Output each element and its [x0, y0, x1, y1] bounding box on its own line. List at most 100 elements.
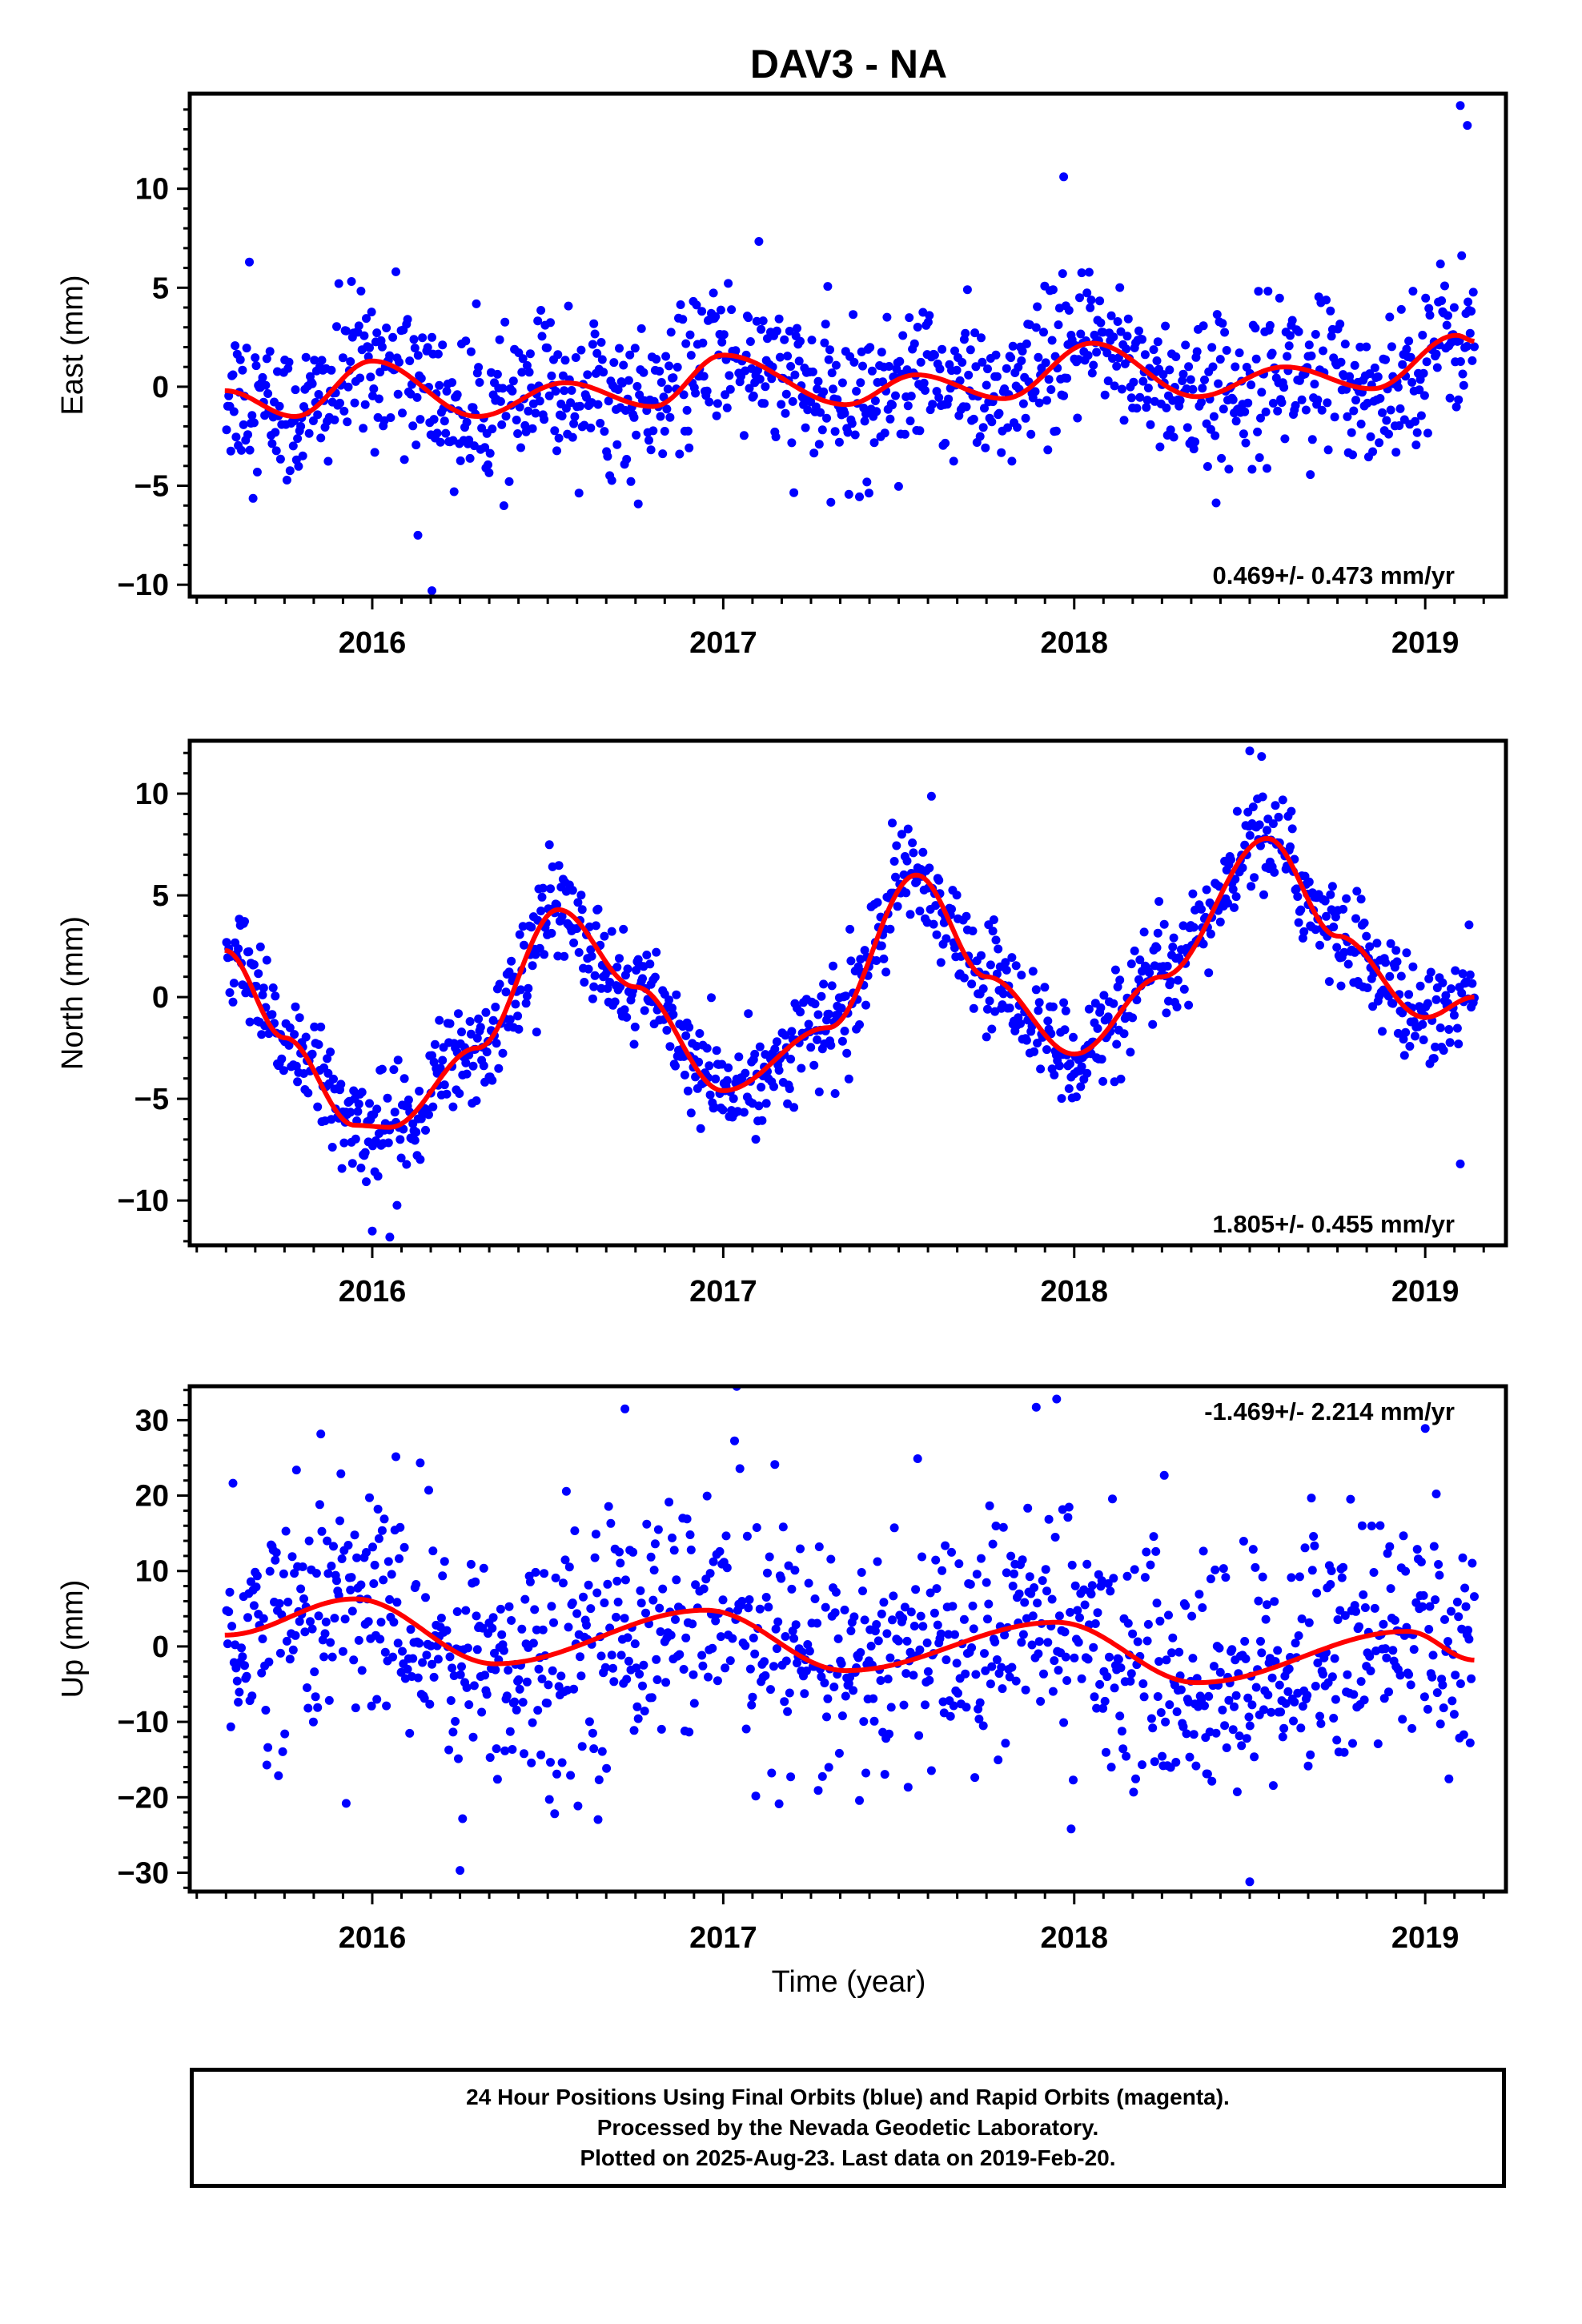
data-point — [1351, 396, 1360, 405]
data-point — [620, 1005, 629, 1015]
data-point — [1421, 293, 1431, 303]
data-point — [1315, 1711, 1324, 1721]
data-point — [841, 1691, 850, 1701]
data-point — [1162, 1008, 1171, 1018]
data-point — [557, 911, 567, 921]
data-point — [814, 1542, 824, 1551]
data-point — [1254, 1596, 1263, 1606]
data-point — [612, 1576, 622, 1586]
data-point — [944, 394, 954, 404]
data-point — [1158, 1751, 1167, 1761]
data-point — [259, 983, 268, 993]
data-point — [620, 1404, 630, 1413]
data-point — [750, 1649, 760, 1659]
data-point — [819, 387, 829, 396]
data-point — [948, 1602, 958, 1611]
data-point — [339, 1138, 349, 1148]
data-point — [1126, 393, 1136, 403]
data-point — [722, 403, 732, 412]
data-point — [351, 1134, 360, 1144]
data-point — [1207, 1776, 1217, 1786]
data-point — [1462, 342, 1472, 351]
data-point — [1267, 1707, 1276, 1717]
data-point — [1174, 1647, 1184, 1657]
data-point — [412, 1128, 421, 1137]
data-point — [413, 1673, 423, 1683]
data-point — [781, 408, 790, 418]
data-point — [1468, 356, 1477, 365]
data-point — [888, 400, 897, 410]
data-point — [604, 1502, 613, 1511]
data-point — [1435, 259, 1445, 269]
data-point — [335, 398, 344, 408]
data-point — [520, 1594, 530, 1604]
data-point — [588, 340, 597, 349]
data-point — [709, 1103, 719, 1112]
data-point — [1132, 995, 1142, 1005]
data-point — [1331, 1695, 1340, 1704]
data-point — [1069, 1775, 1078, 1785]
data-point — [1093, 1608, 1102, 1618]
data-point — [909, 1622, 919, 1630]
data-point — [498, 1048, 508, 1058]
data-point — [1178, 369, 1188, 379]
data-point — [872, 956, 881, 965]
data-point — [877, 1609, 886, 1618]
data-point — [1048, 1687, 1058, 1696]
data-point — [271, 1555, 280, 1565]
data-point — [404, 1096, 413, 1104]
data-point — [323, 1054, 332, 1063]
data-point — [1184, 1000, 1194, 1010]
data-point — [1284, 341, 1294, 351]
data-point — [373, 1172, 383, 1181]
data-point — [421, 1593, 430, 1602]
data-point — [935, 364, 945, 374]
data-point — [1362, 342, 1371, 352]
data-point — [739, 1108, 749, 1117]
data-point — [324, 1695, 334, 1705]
data-point — [1155, 1616, 1165, 1626]
data-point — [1333, 1615, 1343, 1624]
data-point — [528, 1638, 538, 1648]
data-point — [1130, 946, 1139, 955]
data-point — [279, 1569, 288, 1578]
data-point — [697, 1651, 707, 1660]
data-point — [1429, 1054, 1439, 1063]
data-point — [1440, 281, 1449, 291]
data-point — [1287, 1573, 1296, 1582]
data-point — [1002, 364, 1011, 373]
data-point — [1224, 1695, 1234, 1705]
data-point — [296, 1584, 306, 1594]
data-point — [547, 928, 556, 938]
data-point — [1256, 1637, 1265, 1646]
data-point — [1464, 297, 1473, 307]
data-point — [389, 1065, 399, 1075]
data-point — [1392, 957, 1402, 967]
footer-line-2: Processed by the Nevada Geodetic Laborat… — [596, 2115, 1099, 2140]
data-point — [521, 999, 531, 1008]
data-point — [454, 1754, 463, 1763]
data-point — [1258, 1572, 1267, 1582]
data-point — [1169, 432, 1178, 442]
data-point — [1263, 464, 1271, 473]
data-point — [1059, 172, 1069, 182]
data-point — [513, 429, 523, 438]
data-point — [1253, 427, 1263, 436]
data-point — [994, 944, 1003, 954]
data-point — [954, 1559, 964, 1569]
data-point — [1115, 975, 1125, 985]
data-point — [1073, 1606, 1082, 1615]
data-point — [558, 371, 568, 380]
data-point — [1153, 337, 1162, 347]
data-point — [858, 361, 867, 371]
x-tick-label: 2018 — [1040, 1921, 1108, 1955]
data-point — [1378, 408, 1387, 417]
data-point — [645, 959, 655, 969]
data-point — [1422, 357, 1431, 367]
data-point — [1348, 450, 1357, 460]
data-point — [1386, 1584, 1395, 1594]
data-point — [1215, 1643, 1224, 1653]
data-point — [656, 412, 665, 421]
data-point — [1278, 795, 1287, 805]
data-point — [1298, 1702, 1307, 1711]
